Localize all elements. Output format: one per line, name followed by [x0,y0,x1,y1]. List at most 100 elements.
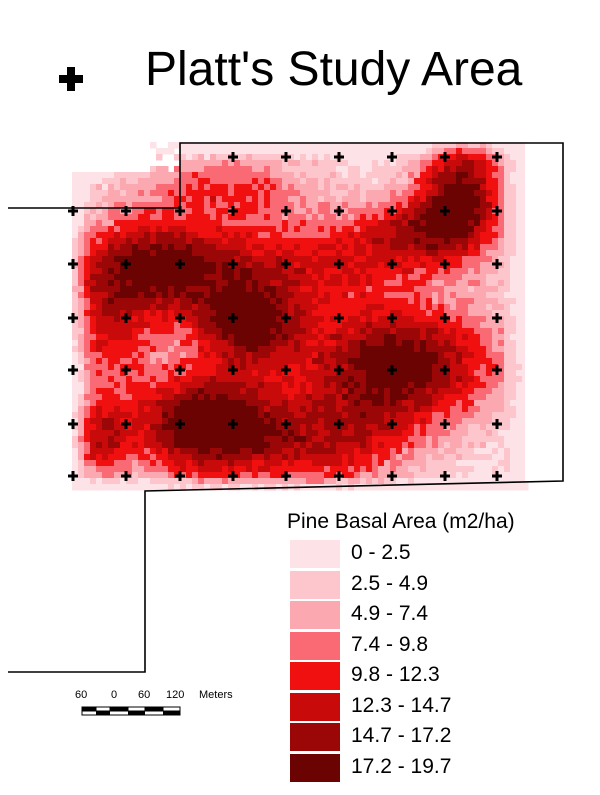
raster-cell [366,478,373,485]
raster-cell [516,376,523,383]
raster-cell [354,352,361,359]
raster-cell [420,238,427,245]
raster-cell [354,178,361,185]
raster-cell [252,190,259,197]
raster-cell [294,256,301,263]
raster-cell [198,298,205,305]
raster-cell [360,484,367,491]
raster-cell [192,238,199,245]
raster-cell [414,412,421,419]
raster-cell [204,322,211,329]
raster-cell [336,382,343,389]
raster-cell [126,340,133,347]
raster-cell [306,412,313,419]
raster-cell [408,316,415,323]
raster-cell [348,478,355,485]
raster-cell [264,274,271,281]
raster-cell [288,334,295,341]
raster-cell [462,280,469,287]
raster-cell [420,436,427,443]
raster-cell [252,382,259,389]
raster-cell [390,388,397,395]
raster-cell [360,226,367,233]
raster-cell [426,214,433,221]
raster-cell [276,226,283,233]
raster-cell [354,382,361,389]
raster-cell [174,298,181,305]
raster-cell [150,364,157,371]
raster-cell [114,316,121,323]
raster-cell [390,460,397,467]
sample-point-icon [492,313,502,323]
raster-cell [150,394,157,401]
raster-cell [354,364,361,371]
raster-cell [366,142,373,149]
raster-cell [108,292,115,299]
raster-cell [300,154,307,161]
sample-point-icon [387,152,397,162]
raster-cell [318,298,325,305]
raster-cell [102,226,109,233]
raster-cell [330,358,337,365]
raster-cell [378,328,385,335]
raster-cell [258,238,265,245]
raster-cell [198,442,205,449]
raster-cell [198,454,205,461]
raster-cell [84,298,91,305]
raster-cell [456,202,463,209]
raster-cell [336,298,343,305]
raster-cell [198,322,205,329]
raster-cell [276,406,283,413]
raster-cell [114,454,121,461]
sample-point-icon [228,365,238,375]
raster-cell [90,184,97,191]
raster-cell [474,346,481,353]
raster-cell [426,274,433,281]
raster-cell [228,328,235,335]
raster-cell [468,178,475,185]
raster-cell [102,334,109,341]
raster-cell [234,340,241,347]
raster-cell [342,406,349,413]
raster-cell [162,256,169,263]
raster-cell [390,250,397,257]
raster-cell [480,382,487,389]
raster-cell [318,448,325,455]
raster-cell [318,268,325,275]
raster-cell [486,346,493,353]
raster-cell [516,202,523,209]
raster-cell [450,142,457,149]
raster-cell [264,436,271,443]
raster-cell [354,232,361,239]
raster-cell [318,460,325,467]
raster-cell [204,418,211,425]
raster-cell [126,436,133,443]
raster-cell [216,256,223,263]
raster-cell [468,484,475,491]
raster-cell [162,286,169,293]
raster-cell [396,232,403,239]
raster-cell [294,352,301,359]
raster-cell [420,358,427,365]
raster-cell [504,400,511,407]
raster-cell [372,250,379,257]
raster-cell [222,304,229,311]
raster-cell [408,232,415,239]
raster-cell [462,460,469,467]
raster-cell [300,376,307,383]
raster-cell [504,280,511,287]
raster-cell [120,310,127,317]
raster-cell [366,232,373,239]
raster-cell [414,292,421,299]
raster-cell [258,454,265,461]
raster-cell [210,358,217,365]
raster-cell [84,322,91,329]
raster-cell [360,172,367,179]
raster-cell [240,232,247,239]
raster-cell [282,430,289,437]
raster-cell [306,436,313,443]
raster-cell [342,160,349,167]
legend-swatch [290,692,340,721]
raster-cell [432,448,439,455]
raster-cell [396,334,403,341]
